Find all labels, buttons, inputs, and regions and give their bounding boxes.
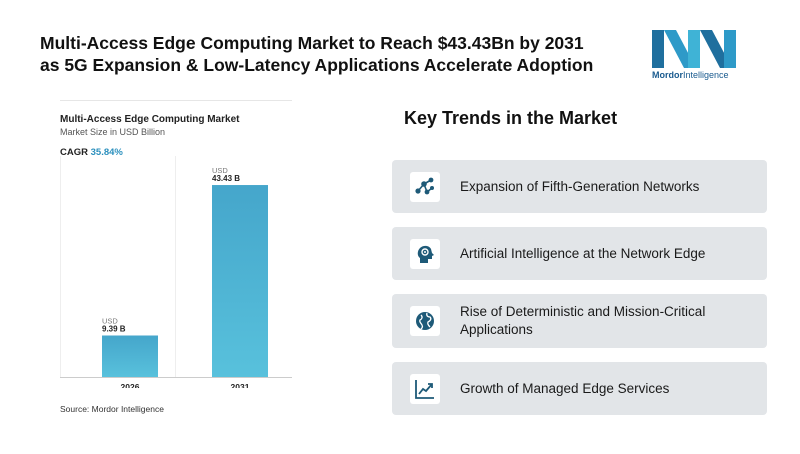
trend-card-ai-edge: Artificial Intelligence at the Network E… [392, 227, 767, 280]
bar-2026 [102, 335, 158, 377]
x-tick-label: 2026 [121, 382, 140, 388]
x-tick-label: 2031 [231, 382, 250, 388]
globe-icon [410, 306, 440, 336]
trend-card-5g: Expansion of Fifth-Generation Networks [392, 160, 767, 213]
trend-card-mission-critical: Rise of Deterministic and Mission-Critic… [392, 294, 767, 348]
chart-title: Multi-Access Edge Computing Market [60, 114, 240, 125]
logo-word-1: Mordor [652, 70, 683, 80]
logo-wordmark: MordorIntelligence [652, 70, 748, 80]
cagr-text: CAGR [60, 147, 88, 158]
headline-line-2: as 5G Expansion & Low-Latency Applicatio… [40, 55, 594, 75]
headline: Multi-Access Edge Computing Market to Re… [40, 32, 640, 76]
logo-mark-icon [652, 30, 736, 68]
bar-2031 [212, 185, 268, 377]
cagr-label: CAGR 35.84% [60, 147, 123, 158]
bar-value-label: 43.43 B [212, 174, 240, 183]
chart-source: Source: Mordor Intelligence [60, 404, 164, 414]
trend-label: Growth of Managed Edge Services [460, 380, 670, 396]
headline-line-1: Multi-Access Edge Computing Market to Re… [40, 33, 584, 53]
growth-chart-icon [410, 373, 440, 404]
logo-word-2: Intelligence [683, 70, 729, 80]
bar-value-label: 9.39 B [102, 324, 126, 333]
trend-card-managed-services: Growth of Managed Edge Services [392, 362, 767, 415]
bar-unit-label: USD [212, 166, 228, 175]
chart-divider [60, 100, 292, 101]
trend-label: Rise of Deterministic and Mission-Critic… [460, 304, 706, 337]
network-nodes-icon [410, 171, 440, 202]
mordor-intelligence-logo: MordorIntelligence [652, 30, 748, 86]
trends-title: Key Trends in the Market [404, 108, 618, 128]
trend-label: Expansion of Fifth-Generation Networks [460, 178, 700, 194]
cagr-value: 35.84% [90, 147, 123, 158]
market-size-chart: Multi-Access Edge Computing Market Marke… [60, 100, 292, 430]
chart-subtitle: Market Size in USD Billion [60, 127, 166, 137]
ai-head-icon [410, 238, 440, 269]
trend-label: Artificial Intelligence at the Network E… [460, 245, 706, 261]
bar-unit-label: USD [102, 316, 118, 325]
